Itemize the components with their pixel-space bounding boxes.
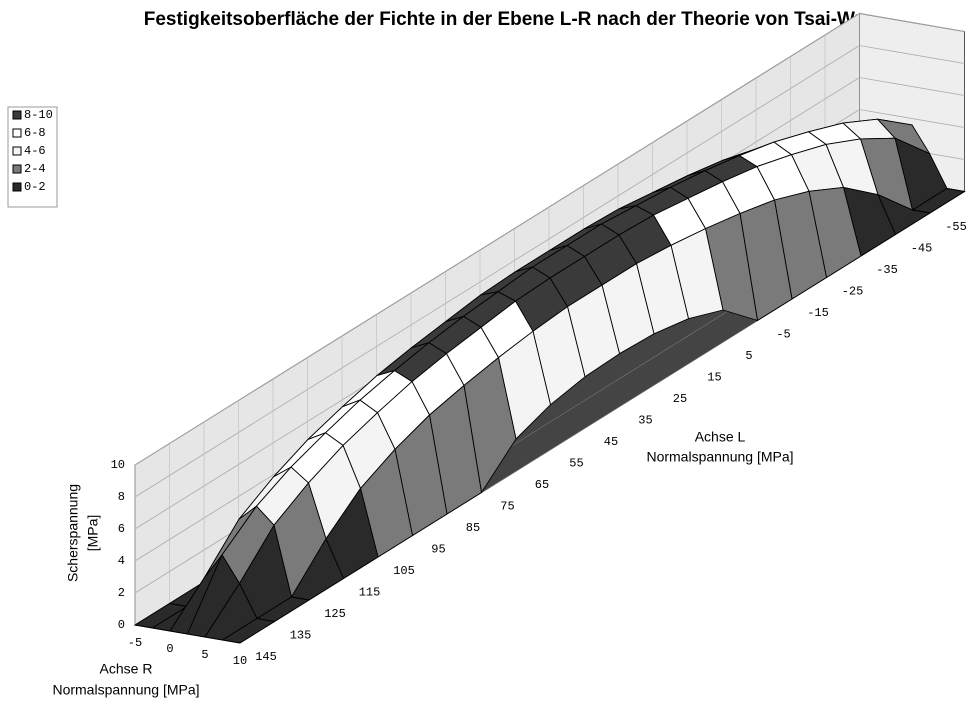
- legend-swatch: [12, 182, 22, 192]
- y-tick-label: -5: [128, 636, 142, 650]
- legend-label: 8-10: [24, 108, 53, 122]
- z-tick-label: 2: [118, 586, 125, 600]
- z-tick-label: 0: [118, 618, 125, 632]
- x-tick-label: 35: [638, 414, 652, 428]
- legend-swatch: [12, 146, 22, 156]
- legend-swatch: [12, 128, 22, 138]
- x-tick-label: 135: [290, 629, 312, 643]
- y-tick-label: 10: [233, 654, 247, 668]
- x-tick-label: 105: [393, 564, 415, 578]
- y-tick-label: 5: [201, 648, 208, 662]
- z-tick-label: 6: [118, 522, 125, 536]
- x-tick-label: 45: [604, 435, 618, 449]
- x-axis-label: Achse L: [695, 429, 746, 445]
- x-tick-label: 145: [255, 650, 277, 664]
- legend-label: 4-6: [24, 144, 46, 158]
- x-tick-label: 125: [324, 607, 346, 621]
- x-tick-label: 15: [707, 371, 721, 385]
- surface-cell: [222, 618, 275, 644]
- y-tick-label: 0: [166, 642, 173, 656]
- chart-title: Festigkeitsoberfläche der Fichte in der …: [144, 9, 867, 30]
- x-tick-label: 65: [535, 478, 549, 492]
- x-tick-label: 5: [745, 349, 752, 363]
- x-tick-label: 95: [431, 543, 445, 557]
- x-axis-label: Normalspannung [MPa]: [646, 449, 793, 465]
- x-tick-label: -35: [876, 263, 898, 277]
- y-axis-label: Normalspannung [MPa]: [52, 682, 199, 698]
- legend-label: 2-4: [24, 162, 46, 176]
- legend-swatch: [12, 164, 22, 174]
- x-tick-label: 75: [500, 500, 514, 514]
- x-tick-label: -15: [807, 306, 829, 320]
- x-tick-label: -55: [945, 220, 967, 234]
- x-tick-label: 55: [569, 457, 583, 471]
- z-tick-label: 4: [118, 554, 125, 568]
- legend-label: 0-2: [24, 180, 46, 194]
- x-tick-label: -45: [911, 242, 933, 256]
- z-axis-label: Scherspannung: [65, 484, 81, 582]
- x-tick-label: 115: [359, 586, 381, 600]
- x-tick-label: -5: [776, 328, 790, 342]
- z-tick-label: 10: [111, 458, 125, 472]
- z-tick-label: 8: [118, 490, 125, 504]
- y-axis-label: Achse R: [100, 661, 153, 677]
- x-tick-label: -25: [842, 285, 864, 299]
- z-axis-label: [MPa]: [85, 515, 101, 552]
- x-tick-label: 25: [673, 392, 687, 406]
- legend-label: 6-8: [24, 126, 46, 140]
- x-tick-label: 85: [466, 521, 480, 535]
- legend-swatch: [12, 110, 22, 120]
